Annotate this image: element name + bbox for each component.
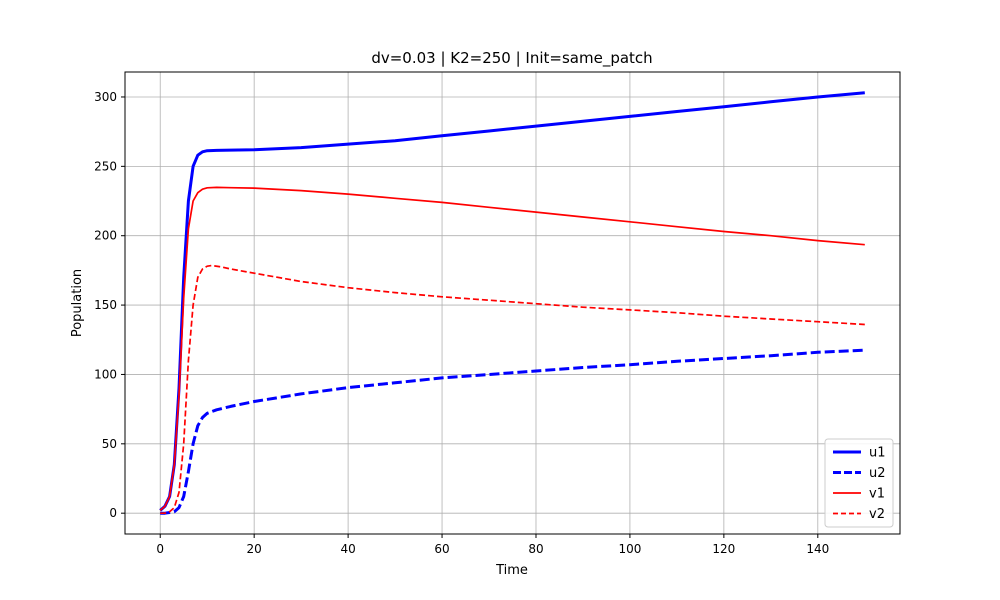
x-tick-label: 100	[618, 542, 641, 556]
series-group	[159, 91, 865, 515]
y-tick-label: 200	[94, 229, 117, 243]
y-tick-label: 100	[94, 367, 117, 381]
y-tick-label: 0	[109, 506, 117, 520]
series-line-v2	[160, 264, 865, 515]
series-line-v1	[159, 186, 865, 512]
x-tick-label: 80	[528, 542, 543, 556]
x-tick-label: 20	[247, 542, 262, 556]
x-tick-label: 0	[156, 542, 164, 556]
y-tick-label: 50	[102, 437, 117, 451]
y-tick-label: 250	[94, 159, 117, 173]
plot-frame	[124, 71, 901, 535]
x-tick-label: 60	[434, 542, 449, 556]
x-tick-label: 40	[340, 542, 355, 556]
legend-label-v1: v1	[869, 487, 885, 502]
legend-label-u1: u1	[869, 446, 886, 461]
x-axis-label: Time	[495, 563, 528, 578]
x-tick-label: 140	[806, 542, 829, 556]
grid	[125, 72, 900, 534]
y-tick-label: 300	[94, 90, 117, 104]
y-tick-label: 150	[94, 298, 117, 312]
legend-box	[824, 438, 894, 528]
legend-label-v2: v2	[869, 507, 885, 522]
series-line-u2	[160, 348, 865, 515]
x-tick-label: 120	[712, 542, 735, 556]
legend-label-u2: u2	[869, 466, 886, 481]
ticks: 0 20 40 60 80 100 120 140 0 50 100 150 200 250 300	[94, 90, 829, 556]
chart-title: dv=0.03 | K2=250 | Init=same_patch	[371, 49, 652, 68]
y-axis-label: Population	[70, 269, 85, 337]
legend: u1 u2 v1 v2	[824, 438, 894, 528]
